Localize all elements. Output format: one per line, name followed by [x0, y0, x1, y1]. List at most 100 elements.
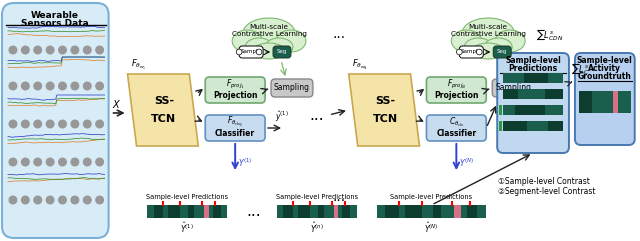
Bar	[195, 205, 204, 218]
Text: $Y^{(1)}$: $Y^{(1)}$	[238, 157, 253, 169]
Bar	[503, 121, 527, 131]
Circle shape	[96, 82, 104, 90]
Bar	[579, 91, 592, 113]
Text: $X$: $X$	[111, 98, 121, 110]
Bar	[592, 91, 612, 113]
Bar	[154, 205, 163, 218]
Circle shape	[9, 196, 17, 204]
Circle shape	[59, 196, 67, 204]
Bar	[310, 205, 317, 218]
FancyBboxPatch shape	[460, 46, 483, 58]
Bar	[548, 73, 563, 83]
Bar	[405, 205, 422, 218]
Circle shape	[9, 82, 17, 90]
Ellipse shape	[484, 38, 512, 56]
Text: SS-: SS-	[154, 96, 174, 106]
Ellipse shape	[245, 38, 273, 56]
Bar	[342, 205, 350, 218]
Text: TCN: TCN	[151, 114, 177, 124]
Ellipse shape	[243, 18, 295, 48]
Text: ...: ...	[310, 107, 324, 122]
Circle shape	[34, 120, 42, 128]
Text: $F_{\theta_{w_N}}$: $F_{\theta_{w_N}}$	[352, 58, 367, 72]
Text: $F_{\theta_{cls_0}}$: $F_{\theta_{cls_0}}$	[227, 115, 243, 129]
Bar	[147, 205, 154, 218]
Bar	[284, 205, 293, 218]
Text: Wearable: Wearable	[31, 11, 79, 20]
Circle shape	[46, 46, 54, 54]
Bar	[454, 205, 461, 218]
Bar	[163, 205, 168, 218]
Polygon shape	[349, 74, 419, 146]
Circle shape	[46, 196, 54, 204]
Text: $\sum L^s_C$: $\sum L^s_C$	[571, 60, 589, 75]
Bar	[385, 205, 399, 218]
Circle shape	[9, 158, 17, 166]
Circle shape	[96, 46, 104, 54]
Text: Contrastive Learning: Contrastive Learning	[232, 31, 307, 37]
Circle shape	[34, 82, 42, 90]
Bar	[527, 121, 548, 131]
Text: Sample-level Predictions: Sample-level Predictions	[276, 194, 358, 200]
Bar	[518, 89, 545, 99]
Bar	[503, 105, 515, 115]
Text: ...: ...	[332, 27, 346, 41]
Circle shape	[458, 50, 461, 54]
Bar	[339, 205, 342, 218]
FancyBboxPatch shape	[273, 46, 291, 58]
Text: Predictions: Predictions	[509, 64, 557, 73]
Circle shape	[46, 120, 54, 128]
Bar	[499, 105, 502, 115]
Ellipse shape	[451, 30, 481, 52]
Bar	[433, 205, 442, 218]
Circle shape	[9, 120, 17, 128]
Ellipse shape	[495, 30, 525, 52]
Text: Projection: Projection	[434, 91, 479, 100]
Bar	[221, 205, 227, 218]
Text: Sampling: Sampling	[274, 83, 310, 93]
Text: Seg: Seg	[276, 49, 287, 54]
Polygon shape	[127, 74, 198, 146]
Bar	[524, 73, 548, 83]
Circle shape	[257, 49, 262, 54]
Text: Sample: Sample	[461, 49, 482, 54]
Text: Groundtruth: Groundtruth	[578, 72, 632, 81]
Circle shape	[71, 196, 79, 204]
Text: Classifier: Classifier	[436, 129, 476, 138]
Text: Sampling: Sampling	[495, 83, 531, 93]
Circle shape	[22, 46, 29, 54]
Text: $Y^{(N)}$: $Y^{(N)}$	[460, 157, 474, 169]
Bar	[499, 121, 502, 131]
Bar	[204, 205, 209, 218]
Text: Contrastive Learning: Contrastive Learning	[451, 31, 525, 37]
Bar	[467, 205, 477, 218]
Text: ...: ...	[247, 203, 261, 219]
FancyBboxPatch shape	[2, 3, 109, 238]
Bar	[545, 89, 563, 99]
Text: $F_{\theta_{w_1}}$: $F_{\theta_{w_1}}$	[131, 58, 146, 72]
Text: SS-: SS-	[375, 96, 395, 106]
Bar	[503, 89, 518, 99]
Circle shape	[22, 120, 29, 128]
Text: Sample: Sample	[241, 49, 262, 54]
Bar	[612, 91, 618, 113]
Bar	[545, 105, 563, 115]
Ellipse shape	[276, 30, 306, 52]
Circle shape	[22, 196, 29, 204]
Circle shape	[71, 120, 79, 128]
Circle shape	[59, 46, 67, 54]
Bar	[180, 205, 188, 218]
FancyBboxPatch shape	[205, 115, 265, 141]
Circle shape	[96, 158, 104, 166]
Text: $\sum L^s_{CDN}$: $\sum L^s_{CDN}$	[536, 27, 564, 41]
FancyBboxPatch shape	[426, 77, 486, 103]
Circle shape	[83, 120, 91, 128]
Circle shape	[83, 158, 91, 166]
Circle shape	[96, 120, 104, 128]
Ellipse shape	[232, 30, 262, 52]
Circle shape	[83, 82, 91, 90]
Bar	[298, 205, 310, 218]
Bar	[209, 205, 213, 218]
Circle shape	[46, 158, 54, 166]
Bar	[515, 105, 545, 115]
